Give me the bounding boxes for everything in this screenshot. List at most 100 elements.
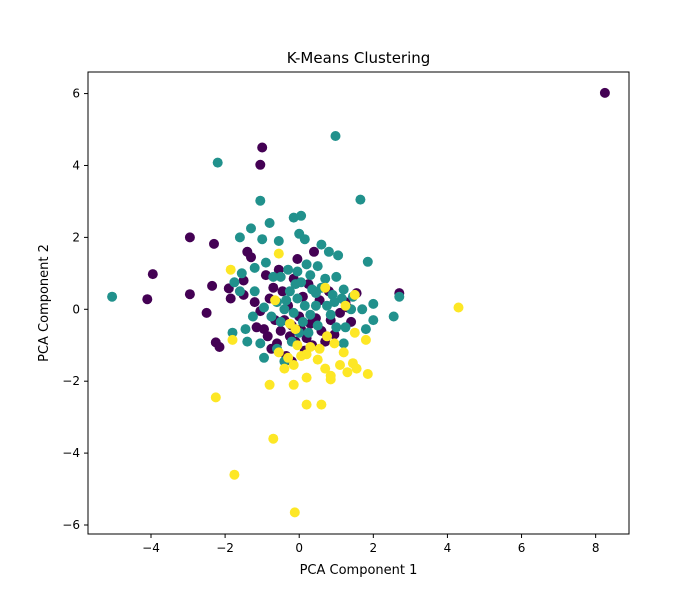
- cluster-1-point-56: [259, 352, 269, 363]
- cluster-1-point-1: [212, 157, 223, 168]
- cluster-1-point-30: [320, 273, 331, 284]
- x-tick-label: 8: [592, 541, 600, 555]
- cluster-0-point-61: [309, 246, 319, 257]
- cluster-1-point-32: [331, 271, 342, 282]
- cluster-1-point-3: [355, 194, 366, 205]
- cluster-1-point-41: [338, 338, 349, 349]
- cluster-1-point-77: [275, 316, 286, 327]
- cluster-1-point-43: [322, 300, 332, 311]
- y-tick-label: −6: [62, 518, 80, 532]
- cluster-1-point-78: [329, 297, 340, 308]
- cluster-2-point-5: [301, 399, 312, 410]
- cluster-0-point-31: [277, 286, 288, 297]
- cluster-2-point-9: [301, 372, 312, 383]
- cluster-1-point-27: [301, 259, 312, 270]
- cluster-2-point-19: [349, 327, 360, 338]
- cluster-2-point-26: [288, 360, 299, 370]
- cluster-1-point-48: [279, 304, 290, 315]
- cluster-0-point-26: [268, 282, 279, 293]
- cluster-2-point-21: [329, 338, 340, 349]
- cluster-0-point-11: [214, 342, 225, 352]
- cluster-2-point-41: [290, 324, 301, 335]
- cluster-0-point-9: [207, 280, 218, 291]
- cluster-1-point-23: [234, 286, 245, 297]
- cluster-1-point-6: [246, 223, 256, 234]
- cluster-1-point-62: [305, 309, 316, 320]
- cluster-0-point-0: [599, 87, 610, 98]
- cluster-1-point-75: [296, 277, 307, 288]
- cluster-1-point-21: [236, 268, 247, 279]
- cluster-1-point-46: [292, 293, 303, 304]
- cluster-2-point-20: [338, 347, 349, 358]
- cluster-1-point-73: [268, 271, 279, 282]
- cluster-1-point-2: [330, 131, 341, 141]
- cluster-1-point-47: [284, 286, 295, 297]
- cluster-1-point-37: [368, 315, 379, 326]
- cluster-1-point-7: [234, 232, 245, 243]
- cluster-0-point-4: [209, 238, 219, 249]
- cluster-1-point-61: [297, 316, 308, 327]
- cluster-2-point-23: [312, 354, 323, 365]
- cluster-2-point-14: [342, 367, 353, 378]
- points-layer: [107, 87, 610, 518]
- cluster-2-point-16: [351, 363, 362, 374]
- cluster-2-point-35: [320, 282, 331, 293]
- cluster-0-point-3: [184, 232, 195, 243]
- cluster-1-point-55: [255, 338, 266, 349]
- cluster-0-point-17: [246, 252, 256, 263]
- cluster-0-point-6: [142, 294, 153, 305]
- cluster-1-point-38: [388, 311, 399, 322]
- cluster-2-point-11: [325, 370, 336, 381]
- cluster-1-point-52: [247, 311, 258, 322]
- cluster-0-point-13: [225, 293, 236, 304]
- cluster-2-point-17: [362, 369, 373, 379]
- cluster-2-point-7: [264, 379, 275, 390]
- cluster-2-point-3: [268, 433, 279, 444]
- cluster-2-point-30: [292, 340, 303, 351]
- cluster-1-point-42: [331, 322, 342, 333]
- cluster-1-point-14: [316, 239, 327, 250]
- cluster-2-point-38: [225, 264, 236, 275]
- cluster-1-point-19: [260, 257, 271, 268]
- x-tick-label: 2: [370, 541, 378, 555]
- y-tick-label: 6: [72, 87, 80, 101]
- cluster-0-point-2: [255, 159, 266, 170]
- cluster-1-point-22: [229, 277, 240, 288]
- cluster-2-point-2: [229, 469, 240, 480]
- cluster-2-point-29: [283, 352, 294, 363]
- cluster-1-point-18: [249, 262, 260, 273]
- cluster-1-point-28: [305, 270, 316, 281]
- cluster-1-point-51: [259, 302, 269, 313]
- y-tick-label: 4: [72, 158, 80, 172]
- cluster-1-point-65: [292, 266, 303, 277]
- cluster-2-point-18: [360, 334, 371, 345]
- cluster-1-point-79: [340, 322, 351, 333]
- cluster-1-point-17: [333, 250, 344, 261]
- cluster-0-point-55: [335, 307, 345, 318]
- y-tick-label: 2: [72, 230, 80, 244]
- cluster-1-point-24: [249, 286, 260, 297]
- cluster-2-point-28: [273, 347, 284, 358]
- cluster-2-point-39: [227, 334, 238, 345]
- cluster-2-point-13: [335, 360, 345, 370]
- cluster-1-point-25: [283, 264, 294, 275]
- cluster-1-point-20: [275, 271, 286, 282]
- cluster-1-point-39: [394, 291, 405, 302]
- cluster-2-point-12: [320, 363, 331, 374]
- x-tick-label: 6: [518, 541, 526, 555]
- y-tick-label: −2: [62, 374, 80, 388]
- cluster-1-point-5: [264, 218, 275, 228]
- cluster-1-point-29: [312, 261, 323, 272]
- cluster-1-point-53: [240, 324, 251, 335]
- cluster-2-point-33: [349, 289, 360, 300]
- y-tick-label: −4: [62, 446, 80, 460]
- cluster-1-point-36: [368, 298, 379, 309]
- y-axis-label: PCA Component 2: [37, 244, 52, 362]
- cluster-2-point-37: [273, 248, 284, 259]
- cluster-2-point-25: [296, 351, 307, 361]
- cluster-2-point-6: [316, 399, 327, 410]
- chart-title: K-Means Clustering: [287, 49, 431, 67]
- cluster-2-point-36: [270, 295, 281, 306]
- y-tick-label: 0: [72, 302, 80, 316]
- cluster-0-point-23: [262, 331, 273, 342]
